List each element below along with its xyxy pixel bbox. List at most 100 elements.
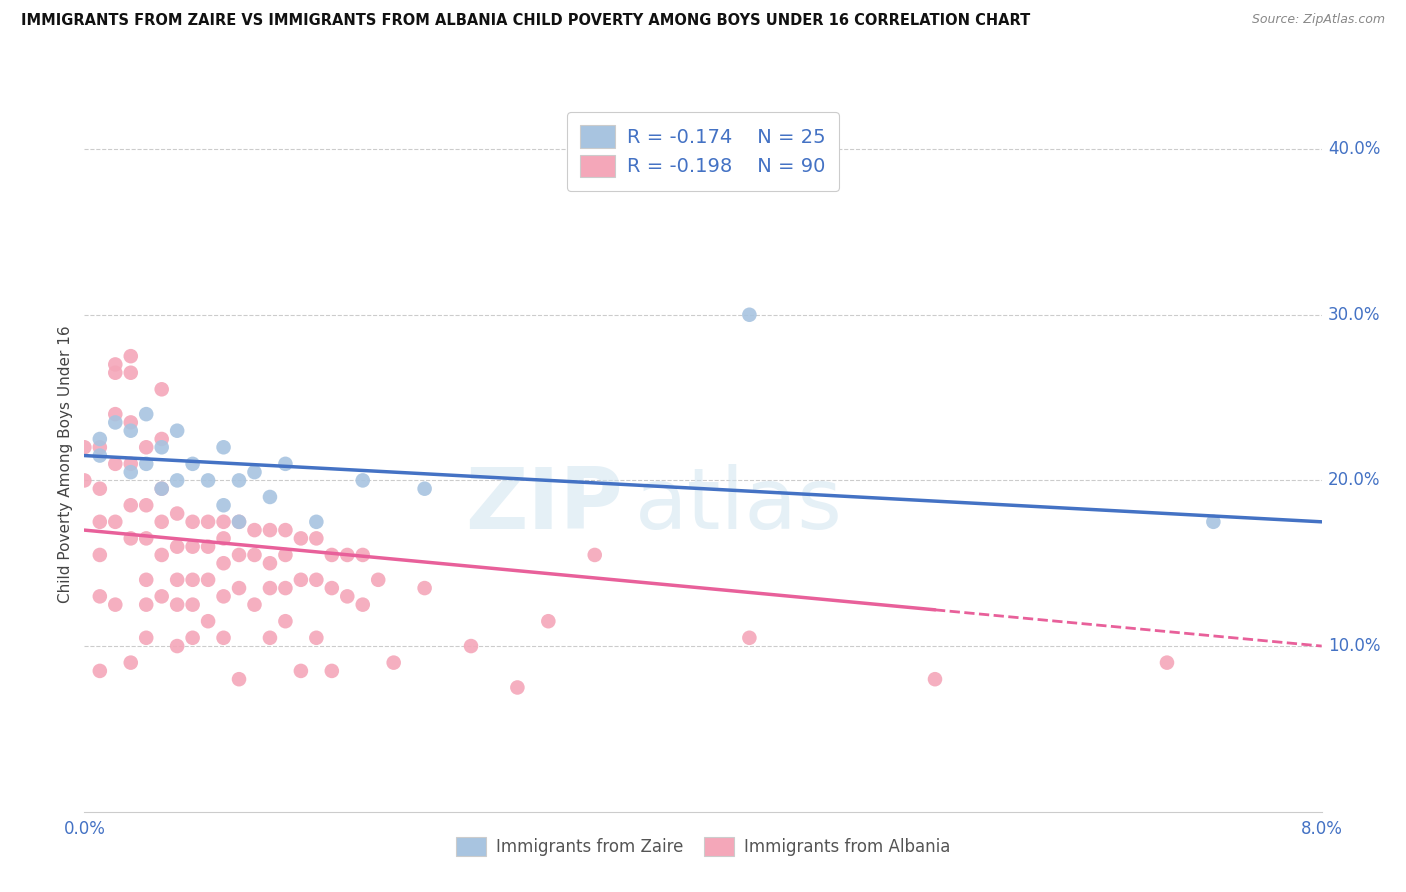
Point (150, 515, 173, 529)
Point (336, 590, 359, 604)
Point (104, 598, 127, 612)
Point (135, 457, 157, 471)
Point (89, 440, 111, 454)
Point (460, 639, 482, 653)
Point (243, 548, 266, 562)
Point (73, 474, 96, 488)
Point (120, 457, 142, 471)
Point (212, 556, 235, 570)
Point (1156, 656, 1178, 670)
Point (181, 631, 204, 645)
Point (181, 598, 204, 612)
Point (274, 581, 297, 595)
Point (212, 631, 235, 645)
Point (321, 548, 343, 562)
Point (506, 681, 529, 695)
Point (305, 573, 328, 587)
Text: 30.0%: 30.0% (1327, 306, 1381, 324)
Point (166, 540, 188, 554)
Text: 40.0%: 40.0% (1327, 140, 1381, 158)
Point (197, 474, 219, 488)
Point (197, 573, 219, 587)
Point (120, 498, 142, 512)
Point (413, 581, 436, 595)
Point (305, 631, 328, 645)
Point (73, 440, 96, 454)
Point (166, 474, 188, 488)
Point (181, 515, 204, 529)
Point (150, 382, 173, 396)
Point (259, 556, 281, 570)
Point (212, 515, 235, 529)
Point (367, 573, 389, 587)
Point (352, 474, 374, 488)
Point (290, 664, 312, 678)
Point (135, 598, 157, 612)
Point (305, 532, 328, 546)
Point (197, 540, 219, 554)
Point (89, 432, 111, 446)
Text: 20.0%: 20.0% (1327, 471, 1381, 490)
Point (104, 366, 127, 380)
Point (166, 598, 188, 612)
Point (166, 424, 188, 438)
Point (259, 523, 281, 537)
Legend: Immigrants from Zaire, Immigrants from Albania: Immigrants from Zaire, Immigrants from A… (450, 830, 956, 863)
Point (89, 548, 111, 562)
Point (89, 449, 111, 463)
Point (243, 465, 266, 479)
Point (135, 532, 157, 546)
Point (135, 407, 157, 421)
Point (135, 440, 157, 454)
Point (89, 482, 111, 496)
Point (336, 548, 359, 562)
Point (104, 457, 127, 471)
Point (290, 573, 312, 587)
Text: IMMIGRANTS FROM ZAIRE VS IMMIGRANTS FROM ALBANIA CHILD POVERTY AMONG BOYS UNDER : IMMIGRANTS FROM ZAIRE VS IMMIGRANTS FROM… (21, 13, 1031, 29)
Point (321, 664, 343, 678)
Point (120, 349, 142, 363)
Point (274, 523, 297, 537)
Point (1202, 515, 1225, 529)
Point (228, 474, 250, 488)
Point (89, 515, 111, 529)
Point (924, 672, 946, 686)
Point (166, 573, 188, 587)
Point (120, 465, 142, 479)
Point (738, 631, 761, 645)
Point (120, 366, 142, 380)
Point (583, 548, 606, 562)
Point (305, 515, 328, 529)
Point (181, 573, 204, 587)
Point (150, 482, 173, 496)
Point (537, 614, 560, 628)
Point (166, 507, 188, 521)
Point (89, 664, 111, 678)
Text: ZIP: ZIP (465, 464, 623, 547)
Point (243, 523, 266, 537)
Point (228, 548, 250, 562)
Point (212, 532, 235, 546)
Point (228, 515, 250, 529)
Point (197, 614, 219, 628)
Point (274, 614, 297, 628)
Point (413, 482, 436, 496)
Point (228, 581, 250, 595)
Point (228, 515, 250, 529)
Point (120, 424, 142, 438)
Text: 10.0%: 10.0% (1327, 637, 1381, 655)
Point (150, 548, 173, 562)
Text: Source: ZipAtlas.com: Source: ZipAtlas.com (1251, 13, 1385, 27)
Point (120, 656, 142, 670)
Point (89, 590, 111, 604)
Y-axis label: Child Poverty Among Boys Under 16: Child Poverty Among Boys Under 16 (58, 325, 73, 603)
Point (290, 532, 312, 546)
Point (259, 490, 281, 504)
Point (321, 581, 343, 595)
Point (212, 590, 235, 604)
Point (104, 358, 127, 372)
Point (104, 515, 127, 529)
Point (104, 407, 127, 421)
Point (166, 639, 188, 653)
Point (135, 498, 157, 512)
